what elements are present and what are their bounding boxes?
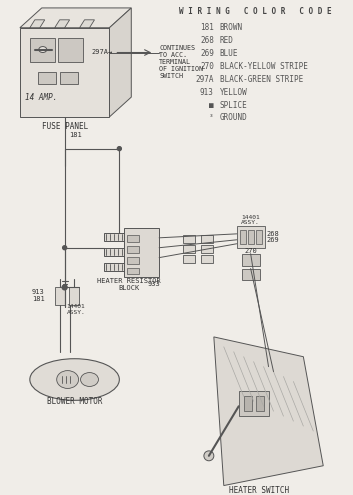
Circle shape bbox=[204, 451, 214, 461]
Text: BLOWER MOTOR: BLOWER MOTOR bbox=[47, 397, 102, 406]
Text: BROWN: BROWN bbox=[220, 23, 243, 32]
Text: GROUND: GROUND bbox=[220, 113, 247, 122]
Text: ³: ³ bbox=[209, 113, 214, 122]
Bar bbox=[127, 267, 139, 275]
Bar bbox=[104, 233, 126, 241]
Bar bbox=[127, 246, 139, 252]
Bar bbox=[242, 268, 259, 281]
Text: 913: 913 bbox=[200, 88, 214, 97]
Text: 297A→: 297A→ bbox=[91, 49, 112, 54]
Text: 181: 181 bbox=[32, 296, 45, 302]
Bar bbox=[256, 396, 264, 411]
Bar bbox=[256, 230, 262, 244]
Circle shape bbox=[62, 285, 67, 290]
Text: 933: 933 bbox=[147, 281, 160, 288]
Bar bbox=[104, 262, 126, 271]
Text: 268: 268 bbox=[200, 36, 214, 45]
Polygon shape bbox=[214, 337, 323, 486]
Text: 14401
ASSY.: 14401 ASSY. bbox=[241, 214, 260, 225]
Ellipse shape bbox=[39, 47, 47, 52]
Polygon shape bbox=[109, 8, 131, 117]
Text: 269: 269 bbox=[200, 49, 214, 58]
Text: HEATER SWITCH: HEATER SWITCH bbox=[228, 486, 289, 495]
Circle shape bbox=[63, 246, 67, 249]
Text: 14 AMP.: 14 AMP. bbox=[25, 93, 57, 101]
Text: W I R I N G   C O L O R   C O D E: W I R I N G C O L O R C O D E bbox=[179, 7, 332, 16]
Bar bbox=[237, 226, 264, 248]
Text: FUSE PANEL: FUSE PANEL bbox=[42, 122, 88, 131]
Bar bbox=[127, 235, 139, 242]
Text: RED: RED bbox=[220, 36, 234, 45]
Bar bbox=[201, 235, 213, 243]
Text: 181: 181 bbox=[200, 23, 214, 32]
Text: HEATER RESISTOR
BLOCK: HEATER RESISTOR BLOCK bbox=[97, 278, 161, 291]
Text: ■: ■ bbox=[209, 100, 214, 109]
Text: SPLICE: SPLICE bbox=[220, 100, 247, 109]
Bar bbox=[183, 245, 195, 252]
Circle shape bbox=[117, 147, 121, 150]
Text: YELLOW: YELLOW bbox=[220, 88, 247, 97]
Polygon shape bbox=[30, 20, 45, 28]
Text: 913: 913 bbox=[32, 289, 45, 296]
Bar bbox=[248, 230, 253, 244]
Polygon shape bbox=[79, 20, 95, 28]
Bar bbox=[127, 256, 139, 263]
Bar bbox=[104, 248, 126, 255]
Bar bbox=[68, 288, 79, 305]
Text: 268: 268 bbox=[267, 231, 279, 237]
Text: 270: 270 bbox=[200, 62, 214, 71]
Bar bbox=[183, 235, 195, 243]
Bar bbox=[201, 254, 213, 262]
Bar bbox=[201, 245, 213, 252]
Text: 269: 269 bbox=[267, 237, 279, 243]
Ellipse shape bbox=[30, 359, 119, 400]
Polygon shape bbox=[20, 8, 131, 28]
Bar bbox=[38, 72, 56, 84]
Bar bbox=[58, 38, 83, 62]
Text: BLACK-YELLOW STRIPE: BLACK-YELLOW STRIPE bbox=[220, 62, 308, 71]
Bar bbox=[239, 392, 269, 416]
Bar bbox=[60, 72, 78, 84]
Bar bbox=[55, 288, 65, 305]
Bar bbox=[124, 228, 159, 278]
Bar bbox=[240, 230, 246, 244]
Text: 270: 270 bbox=[244, 248, 257, 254]
Ellipse shape bbox=[80, 373, 98, 387]
Ellipse shape bbox=[57, 371, 79, 389]
Text: CONTINUES
TO ACC.
TERMINAL
OF IGNITION
SWITCH: CONTINUES TO ACC. TERMINAL OF IGNITION S… bbox=[159, 45, 203, 79]
Bar bbox=[242, 253, 259, 265]
Bar bbox=[30, 38, 55, 62]
Polygon shape bbox=[55, 20, 70, 28]
Text: BLACK-GREEN STRIPE: BLACK-GREEN STRIPE bbox=[220, 75, 303, 84]
Bar bbox=[244, 396, 252, 411]
Bar bbox=[183, 254, 195, 262]
Text: 14401
ASSY.: 14401 ASSY. bbox=[67, 304, 85, 314]
Text: 297A: 297A bbox=[195, 75, 214, 84]
Text: 181: 181 bbox=[70, 132, 82, 138]
Text: BLUE: BLUE bbox=[220, 49, 238, 58]
Bar bbox=[20, 28, 109, 117]
